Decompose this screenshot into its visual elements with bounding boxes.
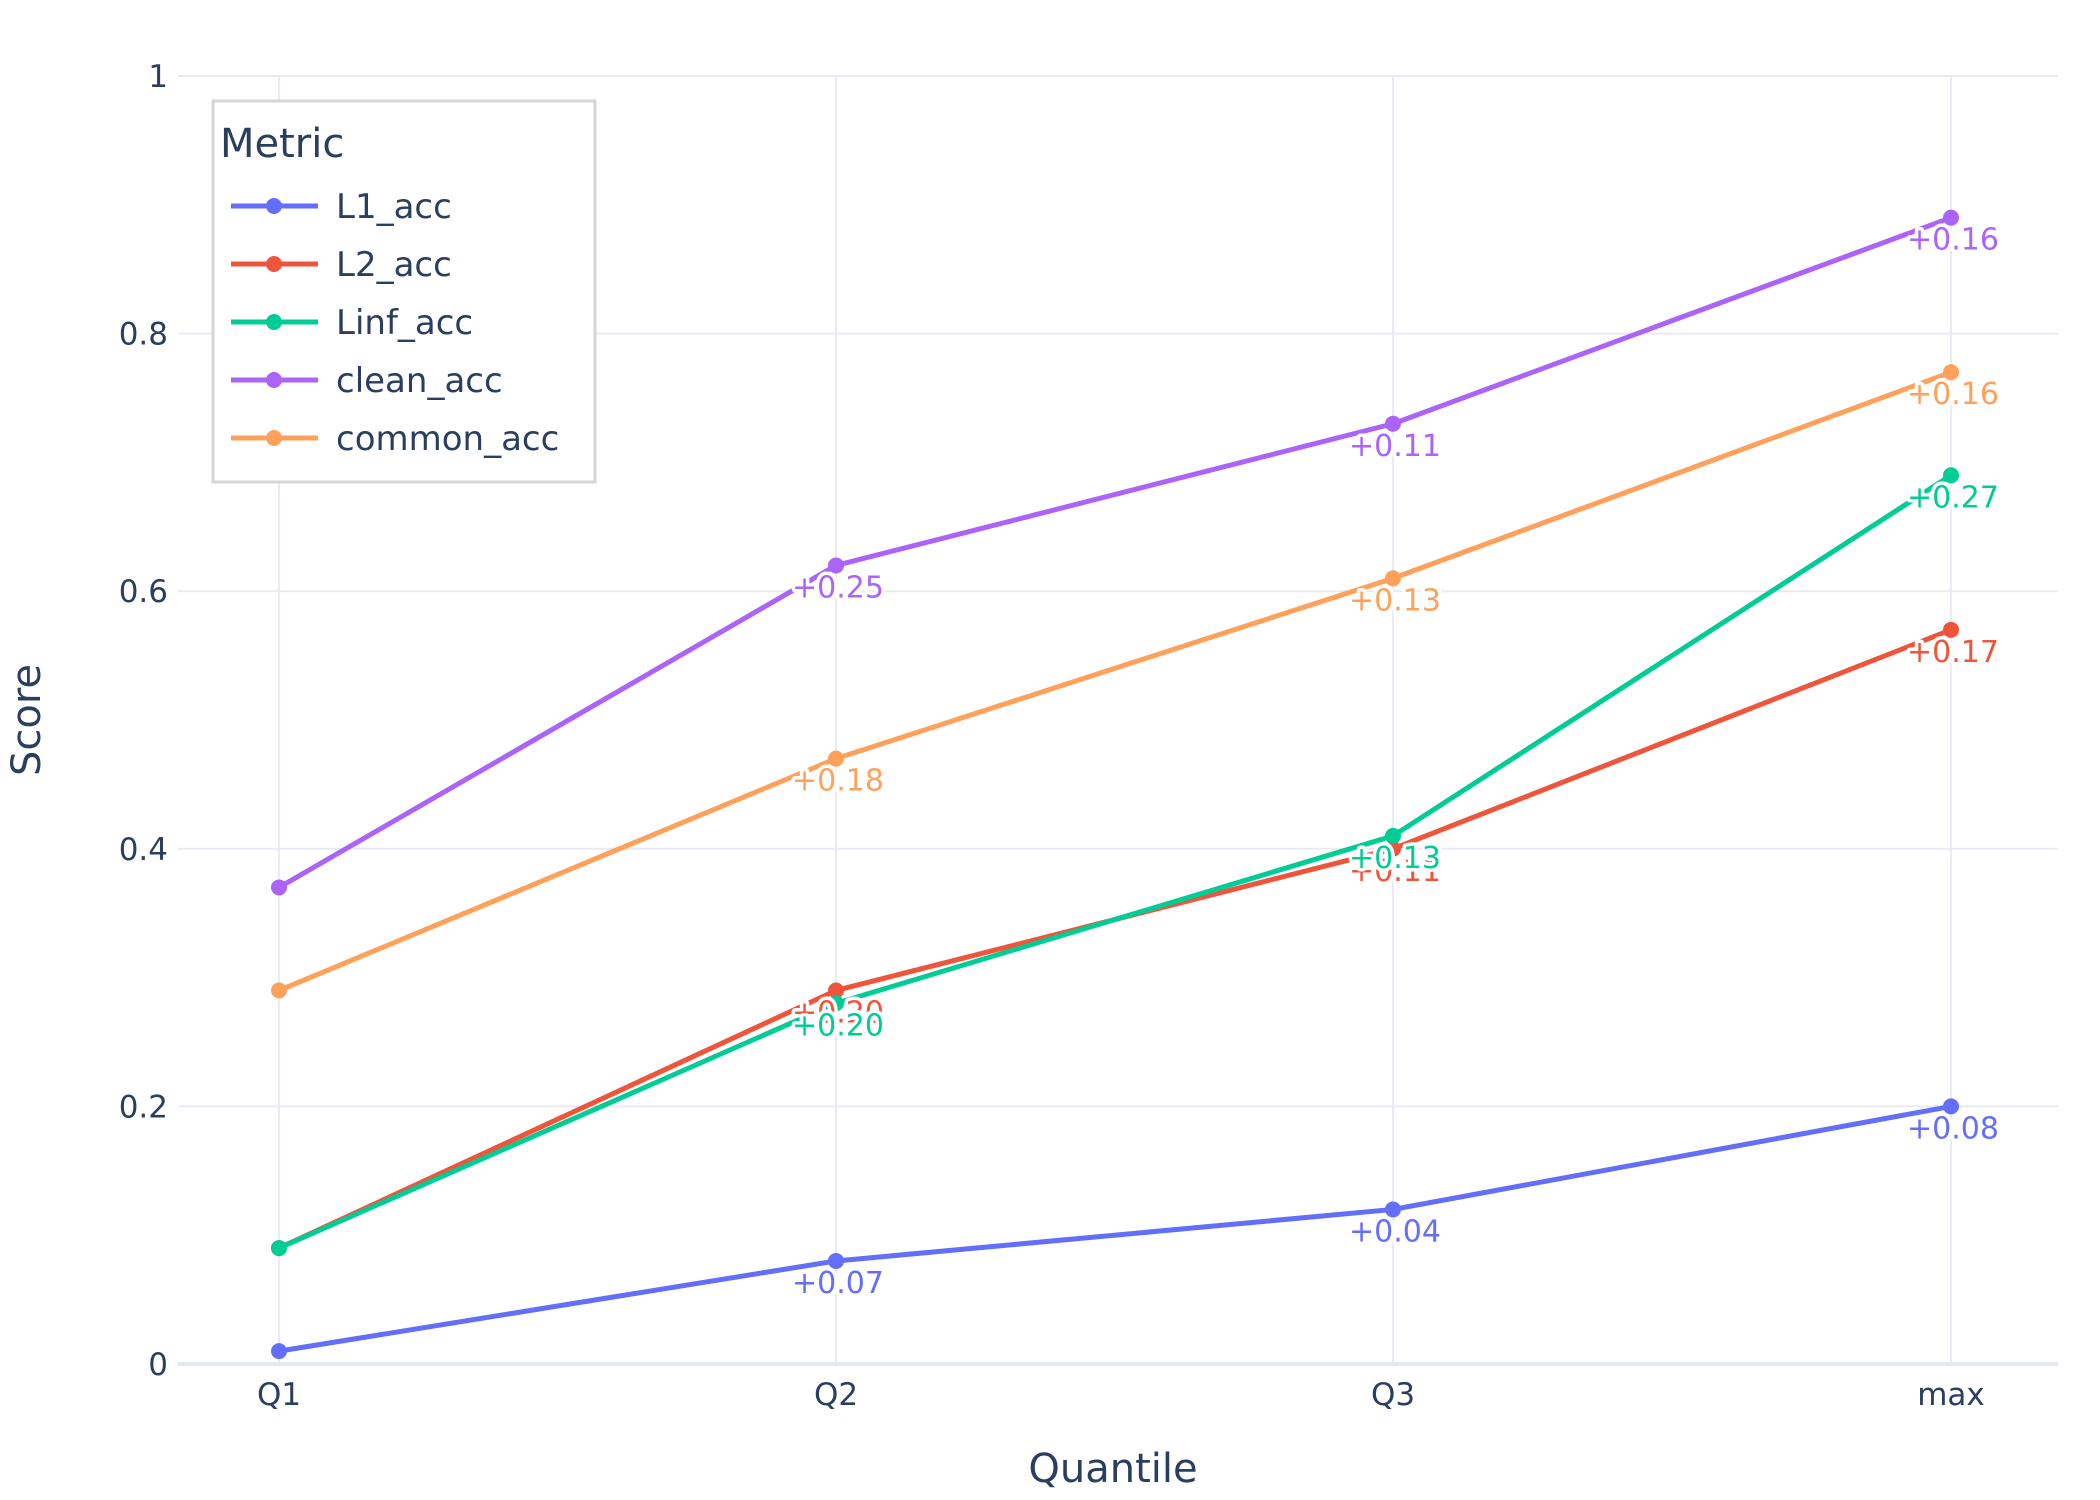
series-line-linf-acc xyxy=(277,473,1953,1251)
x-tick-label: Q3 xyxy=(1371,1377,1415,1413)
data-point-common-acc xyxy=(1385,570,1401,587)
data-point-linf-acc xyxy=(1943,467,1959,484)
legend-marker-l1-acc xyxy=(266,198,282,214)
data-point-clean-acc xyxy=(1385,415,1401,432)
data-label-halo: +0.13 xyxy=(1349,583,1441,618)
series xyxy=(271,209,1959,1360)
legend-title: Metric xyxy=(220,121,344,167)
data-label-halo: +0.16 xyxy=(1907,223,1999,258)
legend-marker-linf-acc xyxy=(266,314,282,330)
data-label-l1-acc: +0.04 xyxy=(1349,1214,1441,1249)
data-point-common-acc xyxy=(1943,364,1959,381)
legend-label-l1-acc: L1_acc xyxy=(336,187,452,227)
data-label-halo: +0.11 xyxy=(1349,854,1441,889)
legend-label-clean-acc: clean_acc xyxy=(336,361,503,401)
data-label-halo: +0.25 xyxy=(792,570,884,605)
legend-label-linf-acc: Linf_acc xyxy=(336,303,473,343)
legend: Metric L1_acc L2_acc Linf_acc clean_acccomm… xyxy=(211,99,597,484)
y-axis-title: Score xyxy=(4,664,50,776)
legend-marker-common-acc xyxy=(266,430,282,446)
y-tick-label: 0 xyxy=(148,1347,168,1383)
data-label-linf-acc: +0.20 xyxy=(792,1008,884,1043)
data-label-common-acc: +0.13 xyxy=(1349,583,1441,618)
legend-label-l2-acc: L2_acc xyxy=(336,245,452,285)
data-label-l1-acc: +0.07 xyxy=(792,1266,884,1301)
x-tick-label: Q2 xyxy=(814,1377,858,1413)
data-point-l1-acc xyxy=(1943,1098,1959,1115)
legend-marker-l2-acc xyxy=(266,256,282,272)
y-tick-label: 0.6 xyxy=(119,574,168,610)
series-line-l1-acc xyxy=(278,1103,1952,1354)
series-line-clean-acc xyxy=(277,215,1952,890)
data-point-linf-acc xyxy=(1385,827,1401,844)
data-label-l2-acc: +0.17 xyxy=(1907,635,1999,670)
data-point-clean-acc xyxy=(1943,209,1959,226)
x-tick-label: Q1 xyxy=(257,1377,301,1413)
data-label-l2-acc: +0.20 xyxy=(792,995,884,1030)
data-label-halo: +0.16 xyxy=(1907,377,1999,412)
data-point-l1-acc xyxy=(828,1252,844,1269)
data-label-linf-acc: +0.27 xyxy=(1907,480,1999,515)
data-label-halo: +0.20 xyxy=(792,995,884,1030)
legend-marker-clean-acc xyxy=(266,372,282,388)
data-point-l1-acc xyxy=(1385,1201,1401,1218)
data-point-common-acc xyxy=(828,750,844,767)
data-point-linf-acc xyxy=(271,1240,287,1257)
data-point-common-acc xyxy=(271,982,287,999)
data-point-l2-acc xyxy=(828,982,844,999)
data-point-l2-acc xyxy=(1385,840,1401,857)
data-point-l1-acc xyxy=(271,1343,287,1360)
data-label-halo: +0.08 xyxy=(1907,1111,1999,1146)
data-point-l2-acc xyxy=(1943,621,1959,638)
data-label-clean-acc: +0.25 xyxy=(792,570,884,605)
axes: 0 0.2 0.4 0.6 0.8 1 Q1 Q2 Q3 max xyxy=(119,59,1985,1413)
data-point-clean-acc xyxy=(828,557,844,574)
data-label-clean-acc: +0.16 xyxy=(1907,223,1999,258)
data-label-l1-acc: +0.08 xyxy=(1907,1111,1999,1146)
legend-label-common-acc: common_acc xyxy=(336,419,559,459)
x-axis-title: Quantile xyxy=(1028,1446,1197,1492)
legend-items: L1_acc L2_acc Linf_acc clean_acc common_acc xyxy=(231,187,559,459)
y-tick-label: 0.8 xyxy=(119,317,168,353)
data-label-l2-acc: +0.11 xyxy=(1349,854,1441,889)
data-point-clean-acc xyxy=(271,879,287,896)
data-label-halo: +0.11 xyxy=(1349,429,1441,464)
data-label-halo: +0.04 xyxy=(1349,1214,1441,1249)
series-line-common-acc xyxy=(278,369,1952,993)
y-tick-label: 0.4 xyxy=(119,832,168,868)
legend-box xyxy=(211,99,597,484)
data-label-clean-acc: +0.11 xyxy=(1349,429,1441,464)
data-label-halo: +0.18 xyxy=(792,764,884,799)
data-label-halo: +0.17 xyxy=(1907,635,1999,670)
y-tick-label: 0.2 xyxy=(119,1089,168,1125)
data-label-halo: +0.27 xyxy=(1907,480,1999,515)
x-tick-label: max xyxy=(1917,1377,1985,1413)
data-label-halo: +0.13 xyxy=(1349,841,1441,876)
data-label-common-acc: +0.18 xyxy=(792,764,884,799)
data-label-halo: +0.20 xyxy=(792,1008,884,1043)
data-label-linf-acc: +0.13 xyxy=(1349,841,1441,876)
data-labels: +0.07+0.07+0.04+0.04+0.08+0.08+0.20+0.20… xyxy=(789,219,2003,1304)
y-tick-label: 1 xyxy=(148,59,168,95)
data-label-common-acc: +0.16 xyxy=(1907,377,1999,412)
data-point-linf-acc xyxy=(828,995,844,1012)
data-label-halo: +0.07 xyxy=(792,1266,884,1301)
